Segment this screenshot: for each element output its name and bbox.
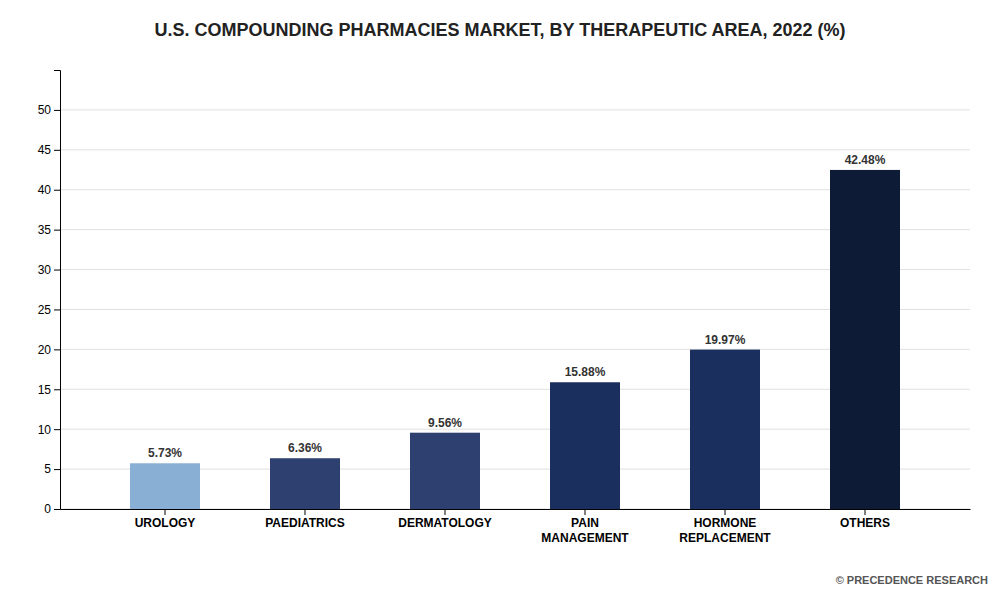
bar [130, 463, 200, 509]
x-tick-label-line: REPLACEMENT [679, 531, 771, 545]
x-tick-label-line: PAEDIATRICS [265, 516, 345, 530]
y-tick-label: 15 [38, 383, 52, 397]
y-tick-mark [54, 469, 60, 470]
data-labels: 5.73% 6.36% 9.56% 15.88% 19.97% 42.48% [148, 153, 886, 460]
data-label: 15.88% [565, 365, 606, 379]
y-tick-label: 5 [44, 462, 51, 476]
grid-line [60, 149, 970, 150]
y-tick-label: 10 [38, 423, 52, 437]
y-tick-label: 20 [38, 343, 52, 357]
y-tick-label: 50 [38, 103, 52, 117]
grid-line [60, 109, 970, 110]
y-tick-label: 35 [38, 223, 52, 237]
x-tick-label: DERMATOLOGY [398, 516, 492, 530]
y-tick: 5 [44, 462, 60, 476]
y-axis: 0 5 10 15 20 25 30 35 40 45 50 [38, 71, 61, 517]
y-tick: 35 [38, 223, 60, 237]
x-tick: UROLOGY [135, 509, 196, 530]
y-tick: 0 [44, 502, 60, 516]
x-axis: UROLOGY PAEDIATRICS DERMATOLOGY PAINMANAGEM… [61, 509, 971, 545]
data-label: 9.56% [428, 416, 462, 430]
x-tick-label-line: UROLOGY [135, 516, 196, 530]
y-tick-mark [54, 190, 60, 191]
y-tick-mark [54, 150, 60, 151]
x-tick-label: PAEDIATRICS [265, 516, 345, 530]
y-tick-mark [54, 110, 60, 111]
bar [270, 458, 340, 509]
x-tick: HORMONEREPLACEMENT [679, 509, 771, 545]
y-tick-label: 30 [38, 263, 52, 277]
x-tick: PAEDIATRICS [265, 509, 345, 530]
y-tick-mark [54, 309, 60, 310]
y-axis-line [54, 71, 61, 510]
y-tick-mark [54, 509, 60, 510]
data-label: 19.97% [705, 333, 746, 347]
x-tick-label: PAINMANAGEMENT [541, 516, 629, 545]
bar [830, 170, 900, 509]
data-label: 6.36% [288, 441, 322, 455]
y-tick-mark [54, 230, 60, 231]
chart-container: 0 5 10 15 20 25 30 35 40 45 50 UROLOGY PAEDIATRICS DE… [0, 0, 1000, 594]
bars [130, 170, 900, 509]
grid [60, 110, 970, 509]
y-tick: 15 [38, 383, 60, 397]
x-tick-mark [865, 509, 866, 515]
data-label: 5.73% [148, 446, 182, 460]
y-tick-mark [54, 349, 60, 350]
x-tick-mark [725, 509, 726, 515]
y-tick-mark [54, 429, 60, 430]
y-tick-label: 45 [38, 143, 52, 157]
x-tick-mark [585, 509, 586, 515]
x-tick-label-line: OTHERS [840, 516, 890, 530]
x-tick-mark [305, 509, 306, 515]
y-tick: 25 [38, 303, 60, 317]
annotation: © PRECEDENCE RESEARCH [836, 574, 988, 586]
x-tick-label: OTHERS [840, 516, 890, 530]
x-tick-mark [445, 509, 446, 515]
bar [550, 382, 620, 509]
chart-title: U.S. COMPOUNDING PHARMACIES MARKET, BY T… [154, 20, 845, 40]
y-tick-label: 0 [44, 502, 51, 516]
y-tick: 10 [38, 423, 60, 437]
x-tick: PAINMANAGEMENT [541, 509, 629, 545]
y-tick: 45 [38, 143, 60, 157]
x-tick-label-line: DERMATOLOGY [398, 516, 492, 530]
y-tick: 50 [38, 103, 60, 117]
y-tick: 40 [38, 183, 60, 197]
x-tick-label: UROLOGY [135, 516, 196, 530]
y-tick: 30 [38, 263, 60, 277]
y-tick-mark [54, 270, 60, 271]
x-tick: DERMATOLOGY [398, 509, 492, 530]
y-tick-mark [54, 389, 60, 390]
y-tick-label: 40 [38, 183, 52, 197]
x-tick-label-line: PAIN [571, 516, 599, 530]
x-tick-label: HORMONEREPLACEMENT [679, 516, 771, 545]
x-tick: OTHERS [840, 509, 890, 530]
bar [690, 350, 760, 509]
bar [410, 433, 480, 509]
y-tick-label: 25 [38, 303, 52, 317]
x-axis-line [61, 509, 971, 510]
y-tick: 20 [38, 343, 60, 357]
x-tick-mark [165, 509, 166, 515]
data-label: 42.48% [845, 153, 886, 167]
x-tick-label-line: MANAGEMENT [541, 531, 629, 545]
chart-svg: 0 5 10 15 20 25 30 35 40 45 50 UROLOGY PAEDIATRICS DE… [0, 0, 1000, 594]
x-tick-label-line: HORMONE [694, 516, 757, 530]
